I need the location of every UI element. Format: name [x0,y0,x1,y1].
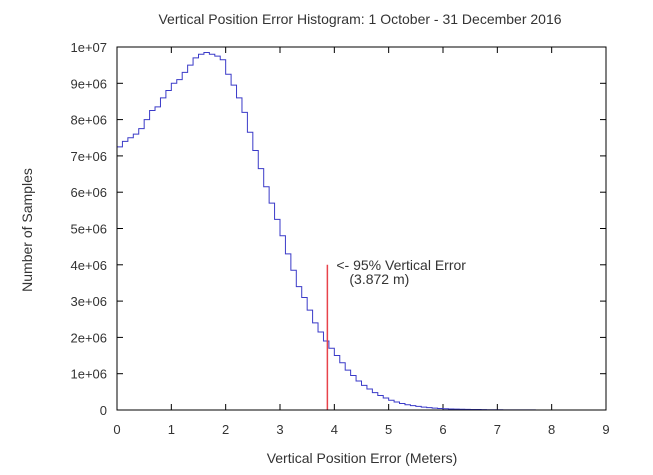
y-tick-label-9e+06: 9e+06 [70,76,107,91]
tick-labels: 0 1 2 3 4 5 6 7 8 9 0 1e+06 2e+06 3e+06 4e+06 5e+06 6e+0… [70,40,609,437]
percentile-annotation-value: (3.872 m) [349,271,409,287]
y-axis-label: Number of Samples [19,168,35,292]
x-tick-label-1: 1 [168,422,175,437]
x-tick-label-5: 5 [385,422,392,437]
y-tick-label-2e+06: 2e+06 [70,330,107,345]
y-tick-label-3e+06: 3e+06 [70,294,107,309]
y-tick-label-7e+06: 7e+06 [70,149,107,164]
x-axis-label: Vertical Position Error (Meters) [267,450,458,466]
x-tick-label-4: 4 [331,422,338,437]
x-tick-label-3: 3 [276,422,283,437]
y-tick-label-4e+06: 4e+06 [70,258,107,273]
x-tick-label-2: 2 [222,422,229,437]
y-tick-label-8e+06: 8e+06 [70,113,107,128]
x-tick-label-8: 8 [548,422,555,437]
y-tick-label-5e+06: 5e+06 [70,222,107,237]
chart-title: Vertical Position Error Histogram: 1 Oct… [158,11,561,27]
y-tick-label-1e+06: 1e+06 [70,367,107,382]
histogram-series [117,51,541,411]
plot-area-frame [116,46,607,411]
x-tick-label-6: 6 [439,422,446,437]
percentile-annotation: <- 95% Vertical Error [336,257,466,273]
x-tick-label-9: 9 [602,422,609,437]
x-tick-label-0: 0 [113,422,120,437]
y-tick-label-1e+07: 1e+07 [70,40,107,55]
axis-ticks [116,46,607,411]
y-tick-label-0: 0 [100,403,107,418]
x-tick-label-7: 7 [494,422,501,437]
y-tick-label-6e+06: 6e+06 [70,185,107,200]
